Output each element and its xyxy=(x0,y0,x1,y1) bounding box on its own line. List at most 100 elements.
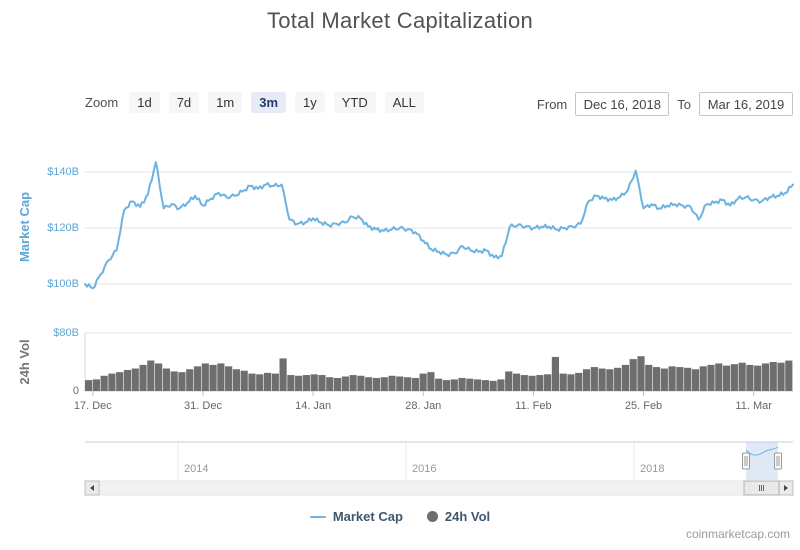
volume-bar xyxy=(411,377,419,391)
to-date-input[interactable] xyxy=(699,92,793,116)
volume-bar xyxy=(567,374,575,391)
market-cap-series-line xyxy=(84,161,794,290)
volume-bar xyxy=(108,373,116,391)
volume-bar xyxy=(217,363,225,391)
zoom-button-ytd[interactable]: YTD xyxy=(333,92,376,113)
from-date-input[interactable] xyxy=(575,92,670,116)
volume-bar xyxy=(761,363,770,391)
to-label: To xyxy=(677,96,691,112)
volume-bar xyxy=(256,374,264,391)
volume-bar xyxy=(544,374,552,391)
legend-market-cap-label: Market Cap xyxy=(332,509,403,524)
volume-bar xyxy=(318,375,326,391)
volume-bar xyxy=(147,360,155,391)
volume-bar xyxy=(785,360,793,391)
chart-plot-svg[interactable] xyxy=(0,0,800,500)
legend-item-market-cap[interactable]: Market Cap xyxy=(309,509,403,524)
volume-bar xyxy=(131,368,139,391)
date-range-controls: From To xyxy=(537,92,793,116)
navigator-selected-range[interactable] xyxy=(746,442,778,480)
volume-bar xyxy=(279,358,287,391)
zoom-button-7d[interactable]: 7d xyxy=(168,92,200,113)
volume-bar xyxy=(209,364,217,391)
volume-bar xyxy=(614,367,622,391)
volume-bar xyxy=(271,373,279,391)
volume-bar xyxy=(668,366,676,391)
volume-bar xyxy=(263,372,272,391)
volume-bar xyxy=(349,375,357,391)
scrollbar-track[interactable] xyxy=(84,480,794,496)
volume-bar xyxy=(512,373,521,391)
zoom-button-1y[interactable]: 1y xyxy=(295,92,325,113)
volume-bar xyxy=(621,364,630,391)
volume-bar xyxy=(155,363,163,391)
volume-bar xyxy=(660,368,668,391)
zoom-button-1d[interactable]: 1d xyxy=(129,92,160,113)
volume-bar xyxy=(590,367,598,391)
volume-bar xyxy=(528,375,536,391)
x-tick-date: 11. Mar xyxy=(735,400,772,412)
volume-bar xyxy=(691,369,700,391)
zoom-button-3m[interactable]: 3m xyxy=(251,92,287,113)
volume-bar xyxy=(474,379,482,391)
volume-bar xyxy=(442,380,451,391)
volume-bar xyxy=(302,375,311,391)
volume-bar xyxy=(427,372,435,391)
watermark: coinmarketcap.com xyxy=(685,527,790,541)
volume-bar xyxy=(310,374,318,391)
volume-bar xyxy=(598,368,606,391)
y-tick-market-cap: $100B xyxy=(47,278,79,290)
volume-bar xyxy=(92,379,100,391)
from-label: From xyxy=(536,96,568,112)
volume-bar xyxy=(450,379,458,391)
volume-bar xyxy=(139,364,147,391)
y-tick-volume: $80B xyxy=(53,327,79,339)
volume-bar xyxy=(295,375,303,391)
volume-bar xyxy=(536,375,544,391)
legend-volume-label: 24h Vol xyxy=(444,509,491,524)
navigator-left-handle[interactable] xyxy=(742,452,750,470)
volume-bar xyxy=(676,367,684,391)
volume-bar xyxy=(497,379,505,391)
x-tick-date: 11. Feb xyxy=(515,400,552,412)
navigator-year-label: 2018 xyxy=(640,463,665,475)
volume-bar xyxy=(341,376,349,391)
volume-bar xyxy=(715,363,723,391)
volume-bar xyxy=(287,375,295,391)
zoom-button-all[interactable]: ALL xyxy=(384,92,424,113)
legend-item-24h-vol[interactable]: 24h Vol xyxy=(426,509,491,524)
market-cap-line-marker-icon xyxy=(309,515,326,518)
volume-bar xyxy=(201,363,209,391)
volume-bar xyxy=(684,367,692,391)
volume-bar xyxy=(699,366,707,391)
volume-bar xyxy=(178,372,186,391)
volume-bar xyxy=(481,380,489,391)
volume-bar xyxy=(419,373,427,391)
volume-dot-marker-icon xyxy=(426,511,438,522)
volume-bar xyxy=(170,371,178,391)
volume-bar xyxy=(559,373,567,391)
navigator-year-label: 2014 xyxy=(184,463,209,475)
x-tick-date: 17. Dec xyxy=(73,400,112,412)
zoom-toolbar-label: Zoom xyxy=(85,95,119,110)
volume-bar xyxy=(357,375,365,391)
volume-bar xyxy=(645,364,653,391)
zoom-toolbar: Zoom 1d 7d 1m 3m 1y YTD ALL xyxy=(85,92,424,113)
volume-bar xyxy=(582,369,591,391)
volume-bar xyxy=(520,375,528,391)
navigator-right-handle[interactable] xyxy=(774,452,782,470)
volume-bar xyxy=(326,377,334,391)
volume-bar xyxy=(162,368,170,391)
volume-bar xyxy=(372,377,381,391)
volume-bar xyxy=(575,372,583,391)
volume-bar xyxy=(489,380,497,391)
scrollbar-left-arrow-icon xyxy=(90,485,94,491)
volume-bar xyxy=(225,366,233,391)
legend: Market Cap 24h Vol xyxy=(0,509,800,524)
volume-bar xyxy=(193,366,202,391)
volume-bar xyxy=(388,375,396,391)
volume-bar xyxy=(769,362,777,391)
zoom-button-1m[interactable]: 1m xyxy=(208,92,243,113)
y-tick-market-cap: $140B xyxy=(47,166,79,178)
volume-bar xyxy=(396,376,404,391)
